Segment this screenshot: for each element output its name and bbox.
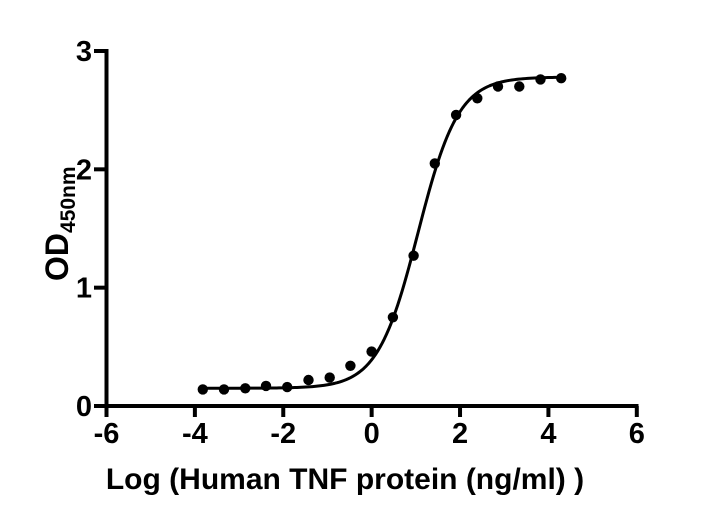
data-point xyxy=(303,374,314,386)
data-point xyxy=(197,384,208,395)
y-tick-label: 3 xyxy=(76,36,92,68)
data-point xyxy=(282,381,293,393)
data-point xyxy=(535,74,546,85)
data-point xyxy=(240,383,251,394)
x-tick-label: 6 xyxy=(629,418,645,450)
data-point xyxy=(408,250,419,261)
y-axis-title-subscript: 450nm xyxy=(57,166,80,233)
data-point xyxy=(429,158,440,169)
data-point xyxy=(492,81,504,92)
data-point xyxy=(472,93,483,104)
data-point xyxy=(387,312,399,323)
data-point xyxy=(450,109,462,121)
y-tick-label: 0 xyxy=(76,391,92,423)
x-tick-label: -2 xyxy=(270,418,296,450)
y-axis-title-main: OD xyxy=(39,233,75,281)
y-axis-ticks: 0 1 2 3 xyxy=(76,36,107,423)
data-point xyxy=(324,372,335,383)
x-axis-ticks: -6 -4 -2 0 2 4 6 xyxy=(94,406,645,450)
data-point xyxy=(514,81,525,92)
x-tick-label: -6 xyxy=(94,418,120,450)
fit-curve-line xyxy=(202,75,562,390)
x-tick-label: 2 xyxy=(452,418,468,450)
x-tick-label: 4 xyxy=(540,418,556,450)
data-point xyxy=(260,380,272,392)
y-axis-title: OD450nm xyxy=(39,166,80,281)
x-axis-title: Log (Human TNF protein (ng/ml) ) xyxy=(106,463,584,496)
data-point xyxy=(345,360,356,371)
data-point xyxy=(218,384,230,395)
data-point xyxy=(366,346,377,357)
x-tick-label: 0 xyxy=(364,418,380,450)
y-tick-label: 1 xyxy=(76,273,92,305)
y-tick-label: 2 xyxy=(76,154,92,186)
data-points xyxy=(197,73,567,395)
x-tick-label: -4 xyxy=(182,418,208,450)
data-point xyxy=(556,73,567,84)
